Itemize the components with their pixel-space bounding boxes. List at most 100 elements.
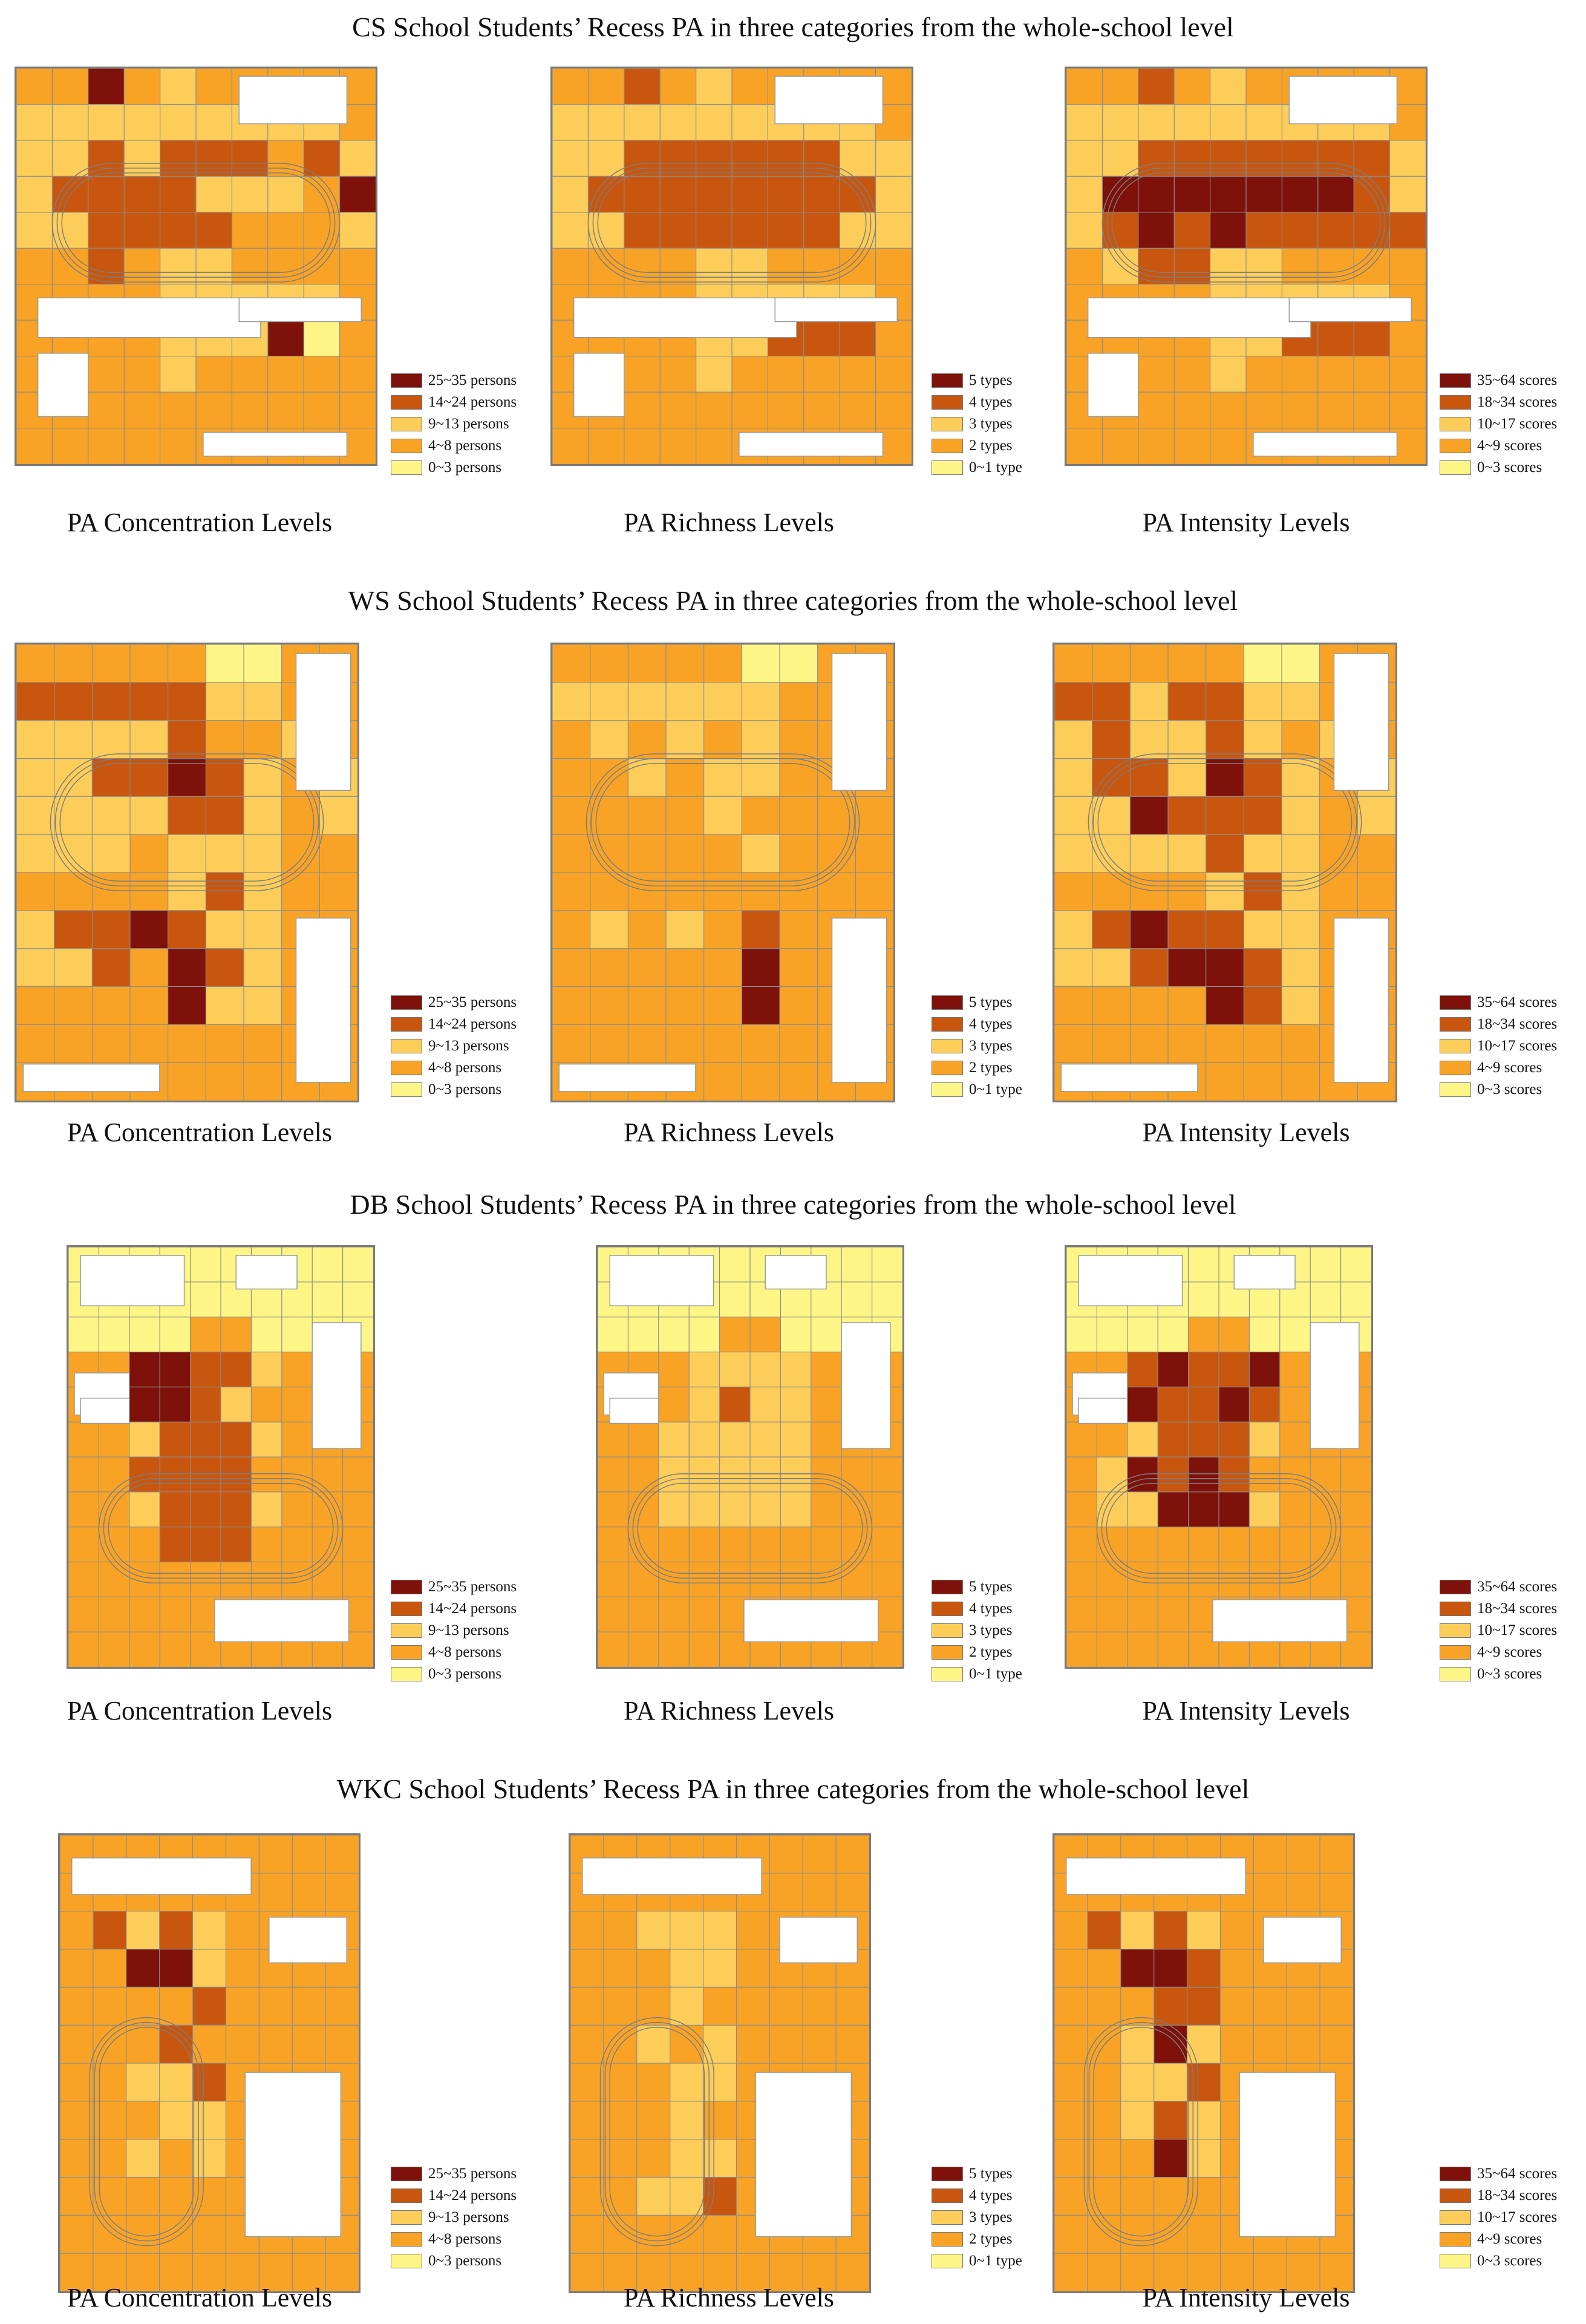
heat-cell [590,644,629,683]
heat-cell [841,1281,873,1318]
heat-cell [60,2139,94,2178]
heat-cell [1281,796,1320,836]
heat-cell [665,758,705,797]
heat-cell [1245,68,1283,105]
heat-cell [552,427,589,464]
heat-cell [168,644,207,683]
legend-swatch [1440,417,1471,431]
heat-cell [767,391,804,429]
heat-cell [319,872,357,911]
heat-cell [258,1873,293,1912]
heat-cell [91,720,131,759]
building-footprint [573,353,625,417]
heat-cell [1210,68,1247,105]
heat-cell [627,720,667,759]
concentration-heatmap [58,1833,361,2293]
legend-label: 35~64 scores [1477,994,1558,1010]
building-footprint [1078,1398,1128,1424]
legend-swatch [932,1580,963,1594]
heat-cell [1243,758,1283,797]
heat-cell [659,212,697,249]
heat-cell [220,1421,252,1458]
heat-cell [1286,1835,1321,1874]
heat-cell [1353,391,1391,429]
concentration-heatmap [15,643,359,1102]
heat-cell [195,103,233,141]
heat-cell [1129,910,1169,949]
heat-cell [88,247,125,285]
legend-swatch [391,2232,422,2247]
heat-cell [126,2024,160,2064]
heat-cell [603,2253,638,2291]
heat-cell [195,68,233,105]
heat-cell [192,2139,227,2178]
running-track [1088,753,1362,891]
heat-cell [702,1986,737,2026]
heat-cell [803,212,841,249]
heat-cell [129,834,169,874]
heat-cell [220,1561,252,1598]
heat-cell [1206,682,1245,721]
heat-cell [811,1317,843,1353]
intensity-caption: PA Intensity Levels [1142,508,1350,537]
legend-swatch [391,995,422,1010]
heat-cell [703,910,743,949]
heat-cell [719,1317,751,1353]
heat-cell [129,1386,161,1423]
building-footprint [841,1322,891,1449]
heat-cell [1317,212,1355,249]
heat-cell [1281,758,1320,797]
heat-cell [1120,2101,1155,2140]
legend-swatch [932,417,963,431]
heat-cell [250,1421,282,1458]
heat-cell [1087,2101,1121,2140]
heat-cell [1389,175,1426,213]
heat-cell [98,1596,130,1633]
heat-cell [129,1596,161,1633]
heat-cell [598,1317,629,1353]
heat-cell [250,1491,282,1528]
heat-cell [627,948,667,987]
heat-cell [688,1456,720,1493]
section-title: WKC School Students’ Recess PA in three … [336,1773,1250,1804]
legend-label: 0~1 type [969,459,1022,476]
legend-swatch [391,1039,422,1053]
heat-cell [195,356,233,393]
heat-cell [231,212,269,249]
heat-cell [719,1247,751,1283]
legend-swatch [391,1602,422,1616]
intensity-heatmap [1065,1245,1373,1669]
heat-cell [627,1317,659,1353]
heat-cell [749,1317,782,1353]
heat-cell [1154,2101,1188,2140]
heat-cell [703,644,743,683]
richness-caption: PA Richness Levels [624,2283,834,2313]
heat-cell [552,796,591,836]
running-track [609,2026,705,2237]
building-footprint [743,1599,879,1643]
heat-cell [1054,948,1093,987]
heat-cell [205,1062,245,1101]
heat-cell [1219,1911,1255,1950]
heat-cell [91,682,131,721]
heat-cell [1096,1561,1128,1598]
heat-cell [1319,872,1359,911]
heat-cell [243,834,282,874]
heat-cell [243,1024,282,1064]
heat-cell [1066,68,1103,105]
heat-cell [688,1527,720,1563]
heat-cell [160,356,197,393]
legend-swatch [1440,439,1471,453]
heat-cell [1317,391,1355,429]
running-track [1088,2021,1193,2242]
heat-cell [1173,68,1211,105]
heat-cell [665,910,705,949]
heat-cell [1157,1596,1189,1633]
heat-cell [88,391,125,429]
concentration-caption: PA Concentration Levels [67,2283,333,2313]
legend-swatch [932,1039,963,1053]
heat-cell [552,720,591,759]
intensity-heatmap [1052,1833,1355,2293]
heat-cell [16,682,55,721]
legend-swatch [391,1082,422,1097]
